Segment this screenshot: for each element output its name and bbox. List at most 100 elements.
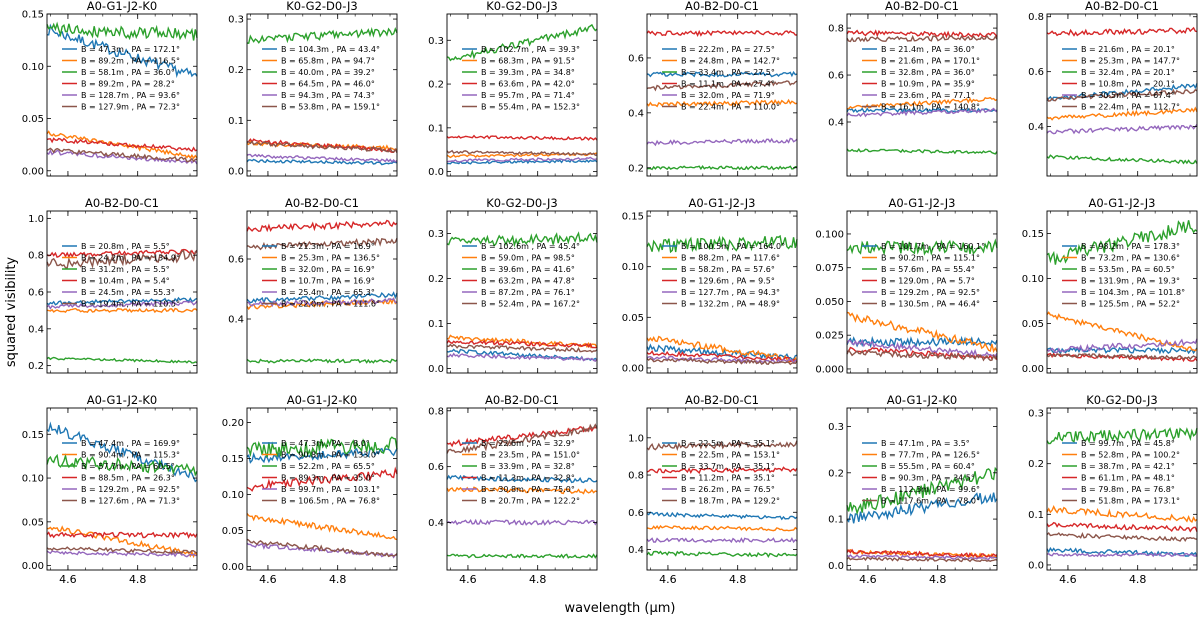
legend-entry: B = 88.5m , PA = 26.3° [81, 474, 175, 483]
panel-title: A0-G1-J2-K0 [887, 393, 958, 407]
y-tick-label: 0.20 [222, 418, 244, 429]
series-line-5 [446, 156, 598, 163]
series-line-5 [246, 297, 398, 308]
legend-entry: B = 102.7m , PA = 39.3° [481, 45, 580, 54]
series-line-2 [646, 524, 798, 532]
series-line-3 [646, 164, 798, 171]
legend: B = 21.3m , PA = 16.9° B = 25.3m , PA = 1… [262, 242, 380, 309]
legend-entry: B = 25.4m , PA = 65.3° [281, 288, 375, 297]
y-tick-label: 1.0 [28, 214, 44, 225]
y-tick-label: 0.6 [628, 508, 644, 519]
y-tick-label: 0.0 [428, 364, 444, 375]
panel-8: A0-B2-D0-C1 B = 21.3m , PA = 16.9° B = 25.… [228, 196, 398, 374]
legend-entry: B = 32.0m , PA = 71.9° [681, 91, 775, 100]
y-tick-label: 0.8 [28, 251, 44, 262]
panel-14: A0-G1-J2-K0 B = 47.3m , PA = 8.0° B = 90.8… [222, 393, 398, 586]
y-tick-label: 0.00 [22, 561, 44, 572]
series-line-2 [846, 96, 998, 110]
legend-entry: B = 129.6m , PA = 9.5° [681, 277, 775, 286]
legend-entry: B = 68.3m , PA = 91.5° [481, 57, 575, 66]
plot-frame [46, 13, 198, 177]
series-line-3 [646, 550, 798, 559]
legend-entry: B = 132.2m , PA = 48.9° [681, 300, 780, 309]
x-tick-label: 4.6 [259, 573, 277, 586]
legend-entry: B = 19.4m , PA = 110.5° [81, 300, 180, 309]
panel-title: A0-G1-J2-J3 [1089, 196, 1156, 210]
legend-entry: B = 25.3m , PA = 136.5° [281, 254, 380, 263]
legend: B = 47.4m , PA = 169.9° B = 90.4m , PA = … [62, 439, 180, 506]
legend-entry: B = 22.4m , PA = 112.7° [1081, 103, 1180, 112]
panel-title: K0-G2-D0-J3 [486, 0, 557, 13]
series-line-6 [246, 140, 398, 153]
y-tick-label: 0.0 [228, 166, 244, 177]
panel-title: A0-G1-J2-K0 [287, 393, 358, 407]
legend: B = 47.3m , PA = 172.1° B = 89.2m , PA = … [62, 45, 180, 112]
y-tick-label: 0.100 [815, 229, 844, 240]
legend: B = 104.3m , PA = 43.4° B = 65.8m , PA = … [262, 45, 380, 112]
series-line-3 [246, 358, 398, 364]
panel-3: K0-G2-D0-J3 B = 102.7m , PA = 39.3° B = 68… [428, 0, 598, 178]
plot-frame [446, 210, 598, 374]
series-line-5 [46, 149, 198, 165]
y-tick-label: 0.2 [228, 65, 244, 76]
series-line-1 [646, 511, 798, 521]
series-line-6 [846, 349, 998, 362]
y-tick-label: 0.3 [228, 15, 244, 26]
legend: B = 22.5m , PA = 35.1° B = 22.5m , PA = 1… [662, 439, 780, 506]
plot-frame [646, 210, 798, 374]
x-tick-label: 4.8 [529, 573, 547, 586]
legend-entry: B = 99.7m , PA = 103.1° [281, 485, 380, 494]
legend-entry: B = 89.3m , PA = 35.0° [281, 474, 375, 483]
series-line-3 [446, 553, 598, 559]
y-tick-label: 0.2 [828, 468, 844, 479]
series-line-3 [446, 23, 598, 62]
legend-entry: B = 63.2m , PA = 47.8° [481, 277, 575, 286]
legend-entry: B = 79.8m , PA = 76.8° [1081, 485, 1175, 494]
panel-16: A0-B2-D0-C1B = 22.5m , PA = 35.1°B = 22.… [628, 393, 798, 586]
legend-entry: B = 64.5m , PA = 46.0° [281, 80, 375, 89]
series-line-2 [1046, 311, 1198, 352]
panel-title: K0-G2-D0-J3 [486, 196, 557, 210]
panel-title: A0-G1-J2-K0 [87, 393, 158, 407]
y-tick-label: 0.00 [1022, 364, 1044, 375]
x-tick-label: 4.8 [1129, 573, 1147, 586]
legend-entry: B = 77.7m , PA = 126.5° [881, 451, 980, 460]
panel-7: A0-B2-D0-C1 B = 20.8m , PA = 5.5° B = 24.2… [28, 196, 198, 374]
legend: B = 21.6m , PA = 20.1° B = 25.3m , PA = 1… [1062, 45, 1180, 112]
series-line-1 [246, 158, 398, 166]
legend: B = 21.4m , PA = 36.0° B = 21.6m , PA = 1… [862, 45, 980, 112]
plot-frame [446, 13, 598, 177]
legend-entry: B = 57.7m , PA = 60.5° [81, 462, 175, 471]
y-tick-label: 0.3 [428, 229, 444, 240]
plot-frame [1046, 210, 1198, 374]
y-tick-label: 0.6 [628, 53, 644, 64]
x-tick-label: 4.8 [129, 573, 147, 586]
series-line-3 [46, 356, 198, 364]
y-tick-label: 0.10 [1022, 274, 1044, 285]
y-tick-label: 0.00 [22, 166, 44, 177]
y-tick-label: 0.10 [22, 62, 44, 73]
series-line-5 [246, 153, 398, 164]
legend-entry: B = 106.5m , PA = 76.8° [281, 497, 380, 506]
legend-entry: B = 129.2m , PA = 92.5° [81, 485, 180, 494]
y-tick-label: 0.3 [428, 36, 444, 47]
legend-entry: B = 31.2m , PA = 5.5° [81, 265, 170, 274]
series-line-1 [246, 291, 398, 305]
legend-entry: B = 30.8m , PA = 75.0° [481, 485, 575, 494]
legend-entry: B = 16.1m , PA = 140.8° [881, 103, 980, 112]
legend-entry: B = 10.9m , PA = 35.9° [881, 80, 975, 89]
panel-grid: A0-G1-J2-K0 B = 47.3m , PA = 172.1° B = 89… [22, 0, 1198, 586]
series-line-1 [846, 106, 998, 114]
y-tick-label: 0.2 [28, 361, 44, 372]
legend-entry: B = 88.2m , PA = 117.6° [681, 254, 780, 263]
legend: B = 47.1m , PA = 3.5° B = 77.7m , PA = 12… [862, 439, 980, 506]
legend-entry: B = 61.1m , PA = 48.1° [1081, 474, 1175, 483]
legend-entry: B = 90.4m , PA = 115.3° [81, 451, 180, 460]
plot-frame [646, 13, 798, 177]
legend-entry: B = 40.0m , PA = 39.2° [281, 68, 375, 77]
series-line-3 [446, 231, 598, 248]
y-tick-label: 0.4 [628, 545, 644, 556]
y-tick-label: 0.0 [428, 167, 444, 178]
y-tick-label: 0.1 [228, 116, 244, 127]
legend-entry: B = 130.5m , PA = 46.4° [881, 300, 980, 309]
